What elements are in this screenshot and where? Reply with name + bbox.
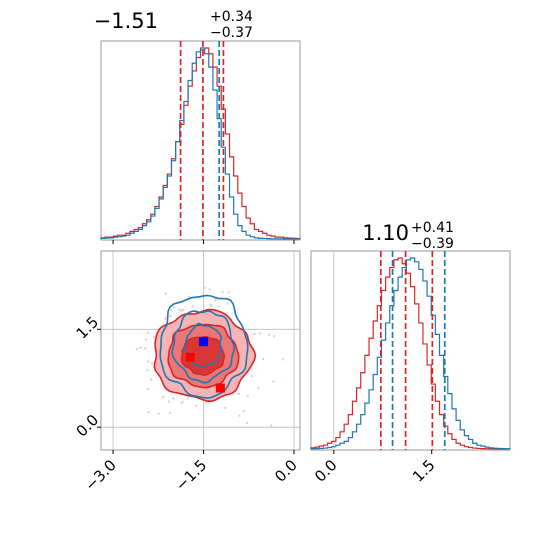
joint-sample-point	[170, 309, 173, 312]
joint-sample-point	[205, 401, 208, 405]
joint-sample-point	[238, 414, 241, 417]
panel-param2-frame	[310, 250, 511, 451]
param1-title-value: −1.51	[94, 9, 158, 33]
joint-sample-point	[208, 303, 212, 306]
joint-sample-point	[164, 292, 167, 295]
param1-histogram-lines	[100, 41, 301, 240]
joint-sample-point	[172, 397, 175, 400]
joint-sample-point	[226, 302, 229, 305]
joint-sample-point	[181, 400, 184, 403]
joint-panel-x-tick-label-2: 0.0	[271, 456, 301, 486]
joint-sample-point	[182, 308, 185, 311]
joint-sample-point	[169, 315, 172, 318]
joint-sample-point	[217, 305, 221, 308]
joint-blue-marker-0	[199, 337, 209, 347]
joint-sample-point	[202, 305, 206, 308]
joint-sample-point	[168, 411, 172, 414]
param2-title-upper-error: +0.41	[411, 220, 454, 236]
param1-blue-histogram	[100, 47, 301, 240]
joint-sample-point	[281, 358, 285, 361]
joint-sample-point	[208, 288, 211, 291]
joint-panel-y-tick-label-0: 0.0	[73, 411, 103, 441]
joint-sample-point	[162, 395, 165, 399]
joint-sample-point	[178, 308, 181, 311]
corner-plot-group: −1.51 +0.34 −0.37 1.10 +0.41 −0.39 −3.0 −…	[73, 9, 511, 495]
joint-red-marker-1	[215, 383, 225, 393]
joint-sample-point	[157, 412, 161, 415]
param2-title-value: 1.10	[362, 221, 409, 245]
param2-panel-x-tick-label-1: 1.5	[409, 456, 439, 486]
joint-sample-point	[146, 387, 150, 391]
joint-sample-point	[237, 392, 241, 395]
panel-param1-histogram: −1.51 +0.34 −0.37	[94, 9, 301, 241]
joint-sample-point	[146, 368, 149, 372]
joint-sample-point	[139, 346, 142, 349]
joint-panel-y-tick-label-1: 1.5	[73, 313, 103, 343]
joint-sample-point	[268, 333, 271, 336]
joint-contours	[153, 294, 257, 402]
joint-markers	[185, 337, 225, 393]
param2-blue-histogram	[310, 257, 511, 450]
joint-sample-point	[227, 291, 230, 294]
joint-sample-point	[147, 331, 150, 334]
joint-sample-point	[195, 404, 198, 408]
joint-sample-point	[167, 400, 171, 403]
joint-sample-point	[242, 410, 245, 413]
joint-sample-point	[257, 386, 260, 390]
param1-title-upper-error: +0.34	[210, 9, 253, 25]
joint-sample-point	[143, 347, 147, 350]
joint-red-contour-level-2	[180, 335, 226, 376]
panel-param1-frame	[100, 40, 301, 241]
joint-blue-contour-level-2	[183, 322, 223, 369]
joint-sample-point	[272, 380, 275, 383]
joint-panel-x-tick-label-1: −1.5	[172, 456, 210, 494]
joint-sample-point	[224, 406, 227, 410]
joint-sample-point	[270, 424, 273, 427]
joint-sample-point	[246, 395, 249, 398]
joint-sample-point	[152, 336, 155, 339]
joint-sample-point	[250, 375, 253, 378]
joint-sample-point	[221, 291, 224, 294]
joint-sample-point	[164, 317, 167, 320]
panel-joint-contour	[100, 250, 301, 451]
joint-sample-point	[144, 338, 148, 341]
param2-red-histogram	[310, 257, 511, 450]
joint-sample-point	[187, 295, 191, 298]
joint-sample-point	[149, 378, 153, 381]
joint-sample-point	[203, 286, 206, 289]
joint-sample-point	[186, 397, 189, 400]
param2-histogram-lines	[310, 251, 511, 450]
joint-blue-contour-level-1	[171, 310, 236, 384]
joint-blue-contour-level-0	[159, 294, 249, 399]
param2-title-lower-error: −0.39	[411, 236, 454, 252]
joint-panel-x-tick-label-0: −3.0	[81, 456, 119, 494]
joint-sample-point	[191, 305, 194, 308]
joint-sample-point	[147, 360, 150, 363]
joint-sample-point	[172, 306, 175, 309]
joint-sample-point	[261, 357, 265, 361]
param1-red-histogram	[100, 47, 301, 240]
joint-red-marker-0	[185, 352, 195, 362]
param2-panel-x-tick-label-0: 0.0	[311, 456, 341, 486]
panel-param2-histogram: 1.10 +0.41 −0.39	[310, 220, 511, 451]
joint-sample-point	[147, 411, 150, 414]
joint-sample-point	[135, 347, 139, 351]
param1-title-lower-error: −0.37	[210, 25, 253, 41]
joint-sample-point	[214, 299, 217, 302]
joint-sample-point	[273, 335, 276, 338]
joint-sample-point	[180, 309, 183, 313]
panel-joint-frame	[100, 250, 301, 451]
joint-sample-point	[150, 362, 154, 365]
joint-sample-point	[258, 332, 262, 335]
joint-sample-point	[253, 332, 256, 336]
joint-sample-point	[245, 421, 249, 425]
